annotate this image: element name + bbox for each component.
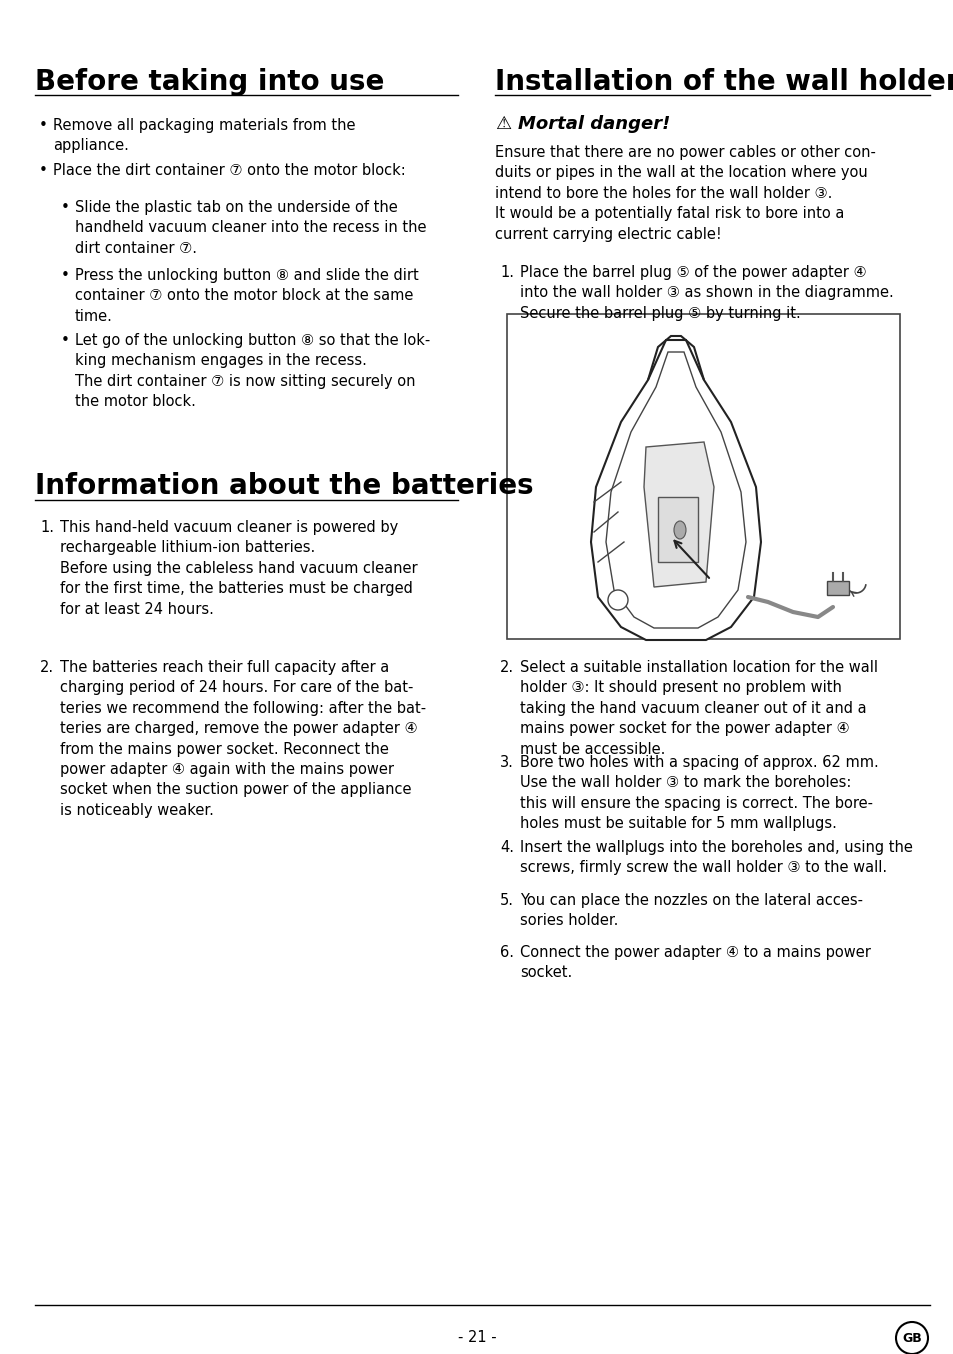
Text: Ensure that there are no power cables or other con-
duits or pipes in the wall a: Ensure that there are no power cables or… xyxy=(495,145,875,241)
Text: Information about the batteries: Information about the batteries xyxy=(35,473,533,500)
Text: 1.: 1. xyxy=(499,265,514,280)
Ellipse shape xyxy=(673,521,685,539)
Text: - 21 -: - 21 - xyxy=(457,1330,496,1345)
Text: Before taking into use: Before taking into use xyxy=(35,68,384,96)
Text: •: • xyxy=(61,200,70,215)
Text: Place the barrel plug ⑤ of the power adapter ④
into the wall holder ③ as shown i: Place the barrel plug ⑤ of the power ada… xyxy=(519,265,893,321)
Circle shape xyxy=(607,590,627,611)
Text: GB: GB xyxy=(902,1331,921,1345)
Text: Press the unlocking button ⑧ and slide the dirt
container ⑦ onto the motor block: Press the unlocking button ⑧ and slide t… xyxy=(75,268,418,324)
Text: 2.: 2. xyxy=(499,659,514,676)
Text: •: • xyxy=(39,118,48,133)
Text: This hand-held vacuum cleaner is powered by
rechargeable lithium-ion batteries.
: This hand-held vacuum cleaner is powered… xyxy=(60,520,417,616)
Polygon shape xyxy=(643,441,713,588)
Polygon shape xyxy=(590,340,760,640)
Text: 4.: 4. xyxy=(499,839,514,854)
Text: Slide the plastic tab on the underside of the
handheld vacuum cleaner into the r: Slide the plastic tab on the underside o… xyxy=(75,200,426,256)
Text: Bore two holes with a spacing of approx. 62 mm.
Use the wall holder ③ to mark th: Bore two holes with a spacing of approx.… xyxy=(519,756,878,831)
Bar xyxy=(506,314,899,639)
Text: The batteries reach their full capacity after a
charging period of 24 hours. For: The batteries reach their full capacity … xyxy=(60,659,426,818)
Text: ⚠: ⚠ xyxy=(495,115,511,133)
Text: Insert the wallplugs into the boreholes and, using the
screws, firmly screw the : Insert the wallplugs into the boreholes … xyxy=(519,839,912,876)
Text: Connect the power adapter ④ to a mains power
socket.: Connect the power adapter ④ to a mains p… xyxy=(519,945,870,980)
Circle shape xyxy=(895,1322,927,1354)
Text: 6.: 6. xyxy=(499,945,514,960)
Text: •: • xyxy=(39,162,48,177)
Text: Let go of the unlocking button ⑧ so that the lok-
king mechanism engages in the : Let go of the unlocking button ⑧ so that… xyxy=(75,333,430,409)
Text: Mortal danger!: Mortal danger! xyxy=(517,115,670,133)
Text: •: • xyxy=(61,268,70,283)
Text: You can place the nozzles on the lateral acces-
sories holder.: You can place the nozzles on the lateral… xyxy=(519,894,862,929)
Bar xyxy=(658,497,698,562)
Text: Place the dirt container ⑦ onto the motor block:: Place the dirt container ⑦ onto the moto… xyxy=(53,162,405,177)
Text: Select a suitable installation location for the wall
holder ③: It should present: Select a suitable installation location … xyxy=(519,659,877,757)
Text: 3.: 3. xyxy=(499,756,514,770)
Text: 5.: 5. xyxy=(499,894,514,909)
Text: 2.: 2. xyxy=(40,659,54,676)
Text: Installation of the wall holder: Installation of the wall holder xyxy=(495,68,953,96)
Text: 1.: 1. xyxy=(40,520,54,535)
Text: Remove all packaging materials from the
appliance.: Remove all packaging materials from the … xyxy=(53,118,355,153)
Text: •: • xyxy=(61,333,70,348)
Bar xyxy=(826,581,848,594)
